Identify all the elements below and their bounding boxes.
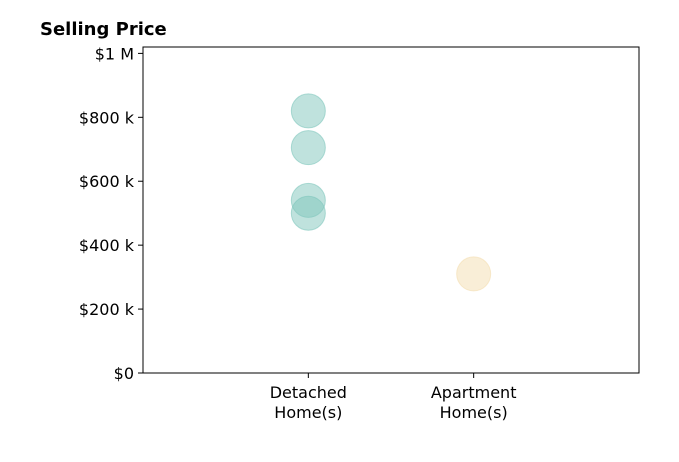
y-tick-label: $400 k <box>79 236 135 255</box>
data-point <box>290 130 326 166</box>
y-tick-label: $800 k <box>79 108 135 127</box>
data-point <box>290 195 326 231</box>
data-point <box>290 93 326 129</box>
y-axis: $0 $200 k $400 k $600 k $800 k $1 M <box>79 44 143 383</box>
y-tick-label: $0 <box>114 364 134 383</box>
plot-area <box>142 46 640 374</box>
y-tick-label: $200 k <box>79 300 135 319</box>
data-point <box>456 256 492 292</box>
chart-title: Selling Price <box>40 19 167 40</box>
y-tick-label: $600 k <box>79 172 135 191</box>
y-tick-label: $1 M <box>95 44 134 63</box>
data-points <box>290 93 492 292</box>
x-tick-label: Detached Home(s) <box>270 383 347 422</box>
x-axis: Detached Home(s) Apartment Home(s) <box>270 373 517 422</box>
x-tick-label: Apartment Home(s) <box>431 383 517 422</box>
